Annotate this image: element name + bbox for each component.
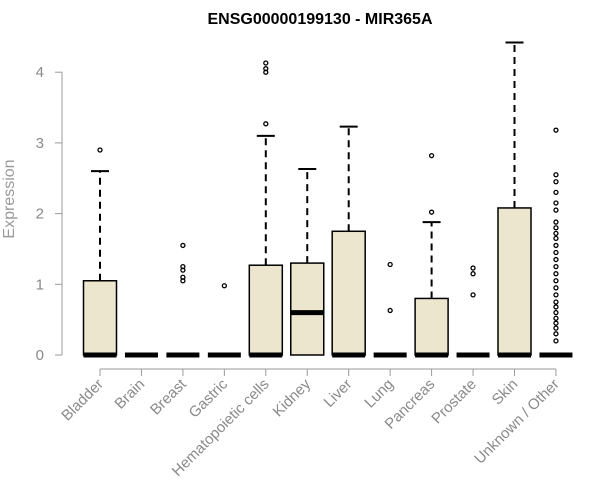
box-group bbox=[166, 242, 200, 358]
outlier-point bbox=[553, 127, 559, 133]
outlier-point bbox=[553, 320, 559, 326]
outlier-point bbox=[387, 307, 393, 314]
outlier-point bbox=[180, 274, 186, 280]
outlier-point bbox=[553, 299, 559, 305]
outlier-point bbox=[553, 292, 559, 298]
box-group bbox=[82, 147, 118, 358]
outlier-point bbox=[553, 256, 559, 263]
box-rect bbox=[290, 262, 325, 356]
x-tick-label: Prostate bbox=[428, 376, 480, 428]
outlier-point bbox=[263, 121, 269, 127]
box-rect bbox=[331, 230, 366, 356]
box-group bbox=[331, 125, 366, 358]
outlier-point bbox=[553, 207, 559, 213]
outlier-point bbox=[553, 235, 559, 241]
outlier-point bbox=[553, 285, 559, 291]
outlier-point bbox=[180, 263, 186, 270]
outlier-point bbox=[553, 304, 559, 310]
outlier-point bbox=[553, 189, 559, 196]
y-axis-label: Expression bbox=[1, 159, 18, 238]
outlier-point bbox=[553, 325, 559, 331]
chart-title: ENSG00000199130 - MIR365A bbox=[207, 11, 432, 28]
outlier-point bbox=[428, 209, 435, 215]
outlier-point bbox=[263, 60, 269, 66]
box-rect bbox=[82, 280, 118, 356]
box-group bbox=[373, 261, 407, 358]
outlier-point bbox=[553, 242, 559, 249]
outlier-point bbox=[221, 283, 228, 289]
box-rect bbox=[248, 264, 284, 356]
y-tick-label: 3 bbox=[36, 135, 44, 152]
outlier-point bbox=[553, 271, 559, 277]
outlier-point bbox=[553, 249, 559, 256]
box-group bbox=[497, 41, 532, 358]
outlier-point bbox=[553, 331, 559, 337]
outlier-point bbox=[553, 338, 559, 344]
x-tick-label: Skin bbox=[489, 376, 522, 409]
x-tick-label: Breast bbox=[147, 375, 190, 418]
y-tick-label: 0 bbox=[36, 347, 44, 364]
box-group bbox=[539, 127, 573, 358]
y-tick-label: 2 bbox=[36, 206, 44, 223]
outlier-point bbox=[553, 200, 559, 206]
outlier-point bbox=[553, 309, 559, 316]
box-rect bbox=[414, 297, 449, 356]
x-tick-label: Kidney bbox=[270, 375, 315, 420]
outlier-point bbox=[553, 278, 559, 284]
x-tick-label: Bladder bbox=[58, 376, 107, 425]
box-group bbox=[456, 265, 490, 358]
box-group bbox=[290, 168, 325, 356]
y-tick-label: 4 bbox=[36, 64, 44, 81]
plot-area bbox=[82, 41, 573, 358]
outlier-point bbox=[387, 261, 393, 268]
outlier-point bbox=[553, 263, 559, 270]
box-group bbox=[414, 152, 449, 358]
outlier-point bbox=[97, 147, 103, 153]
outlier-point bbox=[180, 242, 186, 249]
outlier-point bbox=[470, 292, 476, 298]
outlier-point bbox=[553, 172, 559, 178]
box-group bbox=[207, 283, 241, 358]
outlier-point bbox=[470, 265, 476, 271]
x-tick-label: Liver bbox=[321, 376, 356, 411]
outlier-point bbox=[553, 225, 559, 231]
box-group bbox=[248, 60, 284, 358]
x-tick-label: Lung bbox=[361, 376, 397, 412]
outlier-point bbox=[553, 230, 559, 237]
x-tick-label: Brain bbox=[111, 376, 148, 413]
outlier-point bbox=[428, 152, 435, 159]
outlier-point bbox=[553, 315, 559, 321]
outlier-point bbox=[470, 271, 476, 277]
y-axis: 0 1 2 3 4 bbox=[36, 64, 63, 364]
outlier-point bbox=[553, 219, 559, 225]
outlier-point bbox=[263, 66, 269, 72]
outlier-point bbox=[553, 179, 559, 185]
y-tick-label: 1 bbox=[36, 276, 44, 293]
box-rect bbox=[497, 207, 532, 356]
